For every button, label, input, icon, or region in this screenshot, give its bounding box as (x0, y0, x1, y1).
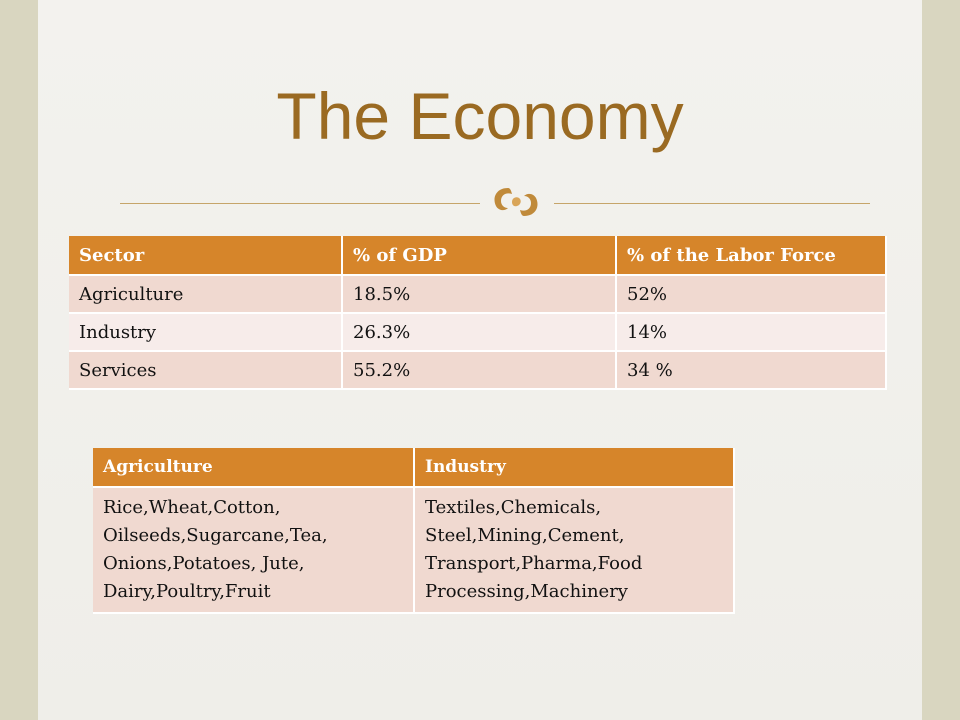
header-agriculture: Agriculture (93, 448, 415, 488)
table-row: Services 55.2% 34 % (69, 351, 887, 390)
header-gdp: % of GDP (342, 236, 617, 276)
agriculture-line: Onions,Potatoes, Jute, (103, 553, 305, 574)
divider-right (554, 203, 870, 204)
cell-sector: Agriculture (69, 275, 343, 314)
agriculture-products-cell: Rice,Wheat,Cotton, Oilseeds,Sugarcane,Te… (93, 487, 415, 614)
header-industry: Industry (414, 448, 735, 488)
cell-gdp: 18.5% (342, 275, 617, 314)
agriculture-line: Rice,Wheat,Cotton, (103, 497, 281, 518)
header-labor-force: % of the Labor Force (616, 236, 887, 276)
sector-table-header: Sector % of GDP % of the Labor Force (69, 236, 887, 276)
cell-sector: Industry (69, 313, 343, 352)
cell-gdp: 26.3% (342, 313, 617, 352)
cell-gdp: 55.2% (342, 351, 617, 390)
slide-title: The Economy (276, 79, 684, 153)
industry-products-cell: Textiles,Chemicals, Steel,Mining,Cement,… (414, 487, 735, 614)
industry-line: Textiles,Chemicals, (425, 497, 602, 518)
industry-line: Processing,Machinery (425, 581, 628, 602)
table-row: Rice,Wheat,Cotton, Oilseeds,Sugarcane,Te… (93, 487, 735, 614)
decorative-flourish-icon (494, 188, 538, 216)
cell-labor: 14% (616, 313, 887, 352)
cell-labor: 34 % (616, 351, 887, 390)
products-table-header: Agriculture Industry (93, 448, 735, 488)
header-sector: Sector (69, 236, 343, 276)
slide: The Economy Sector % of GDP % of the Lab… (38, 0, 922, 720)
table-row: Industry 26.3% 14% (69, 313, 887, 352)
agriculture-line: Oilseeds,Sugarcane,Tea, (103, 525, 328, 546)
agriculture-line: Dairy,Poultry,Fruit (103, 581, 271, 602)
industry-line: Transport,Pharma,Food (425, 553, 643, 574)
table-row: Agriculture 18.5% 52% (69, 275, 887, 314)
products-table: Agriculture Industry Rice,Wheat,Cotton, … (93, 448, 735, 614)
sector-table: Sector % of GDP % of the Labor Force Agr… (69, 236, 887, 390)
divider-left (120, 203, 480, 204)
cell-sector: Services (69, 351, 343, 390)
cell-labor: 52% (616, 275, 887, 314)
industry-line: Steel,Mining,Cement, (425, 525, 625, 546)
